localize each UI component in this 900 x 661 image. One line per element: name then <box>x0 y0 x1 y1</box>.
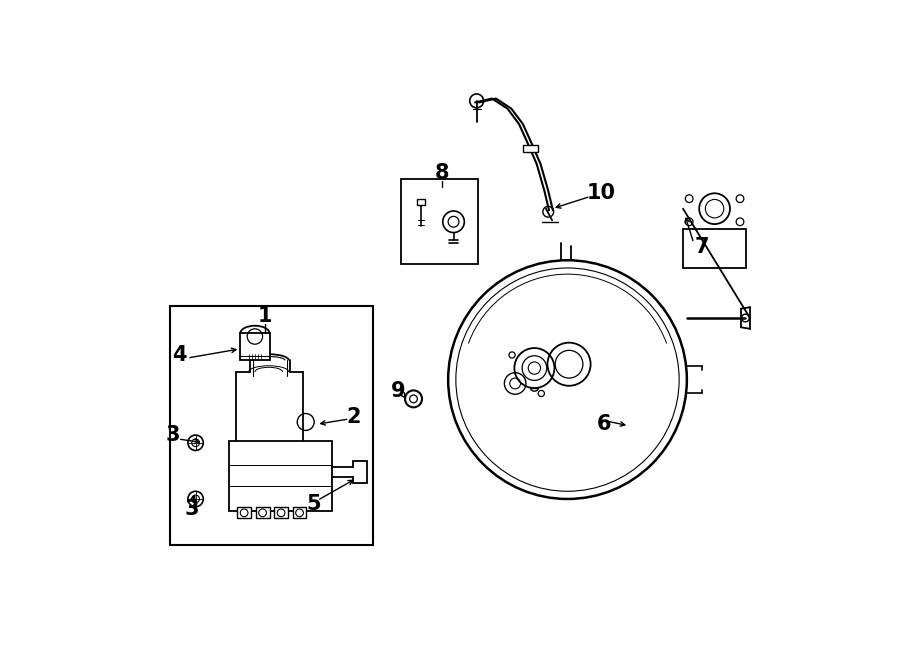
Bar <box>240 333 269 360</box>
Text: 1: 1 <box>257 307 272 327</box>
Bar <box>229 442 332 510</box>
Text: 3: 3 <box>166 425 181 445</box>
Text: 7: 7 <box>694 237 708 257</box>
Bar <box>523 145 538 153</box>
Text: 3: 3 <box>184 499 199 519</box>
Bar <box>683 229 746 268</box>
Bar <box>238 507 251 518</box>
Text: 4: 4 <box>172 345 186 365</box>
Circle shape <box>509 352 515 358</box>
Circle shape <box>528 362 541 374</box>
Bar <box>170 307 373 545</box>
Bar <box>401 179 478 264</box>
Text: 5: 5 <box>306 494 320 514</box>
Text: 2: 2 <box>346 407 361 426</box>
Bar <box>418 199 425 205</box>
Bar <box>292 507 307 518</box>
Text: 8: 8 <box>435 163 449 183</box>
Text: 6: 6 <box>597 414 611 434</box>
Text: 9: 9 <box>391 381 405 401</box>
Bar <box>256 507 269 518</box>
Circle shape <box>538 391 544 397</box>
Text: 10: 10 <box>587 183 616 204</box>
Bar <box>274 507 288 518</box>
